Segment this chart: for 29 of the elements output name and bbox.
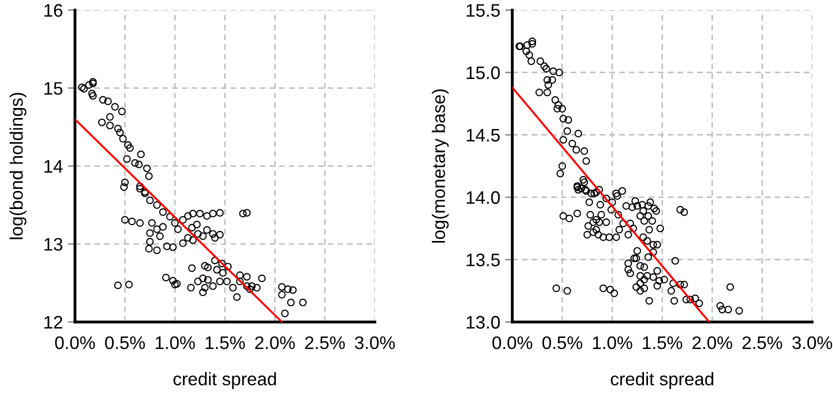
y-tick-label: 14.5 [466, 128, 500, 142]
x-tick-label: 2.0% [255, 336, 295, 350]
y-tick-label: 13 [44, 238, 62, 251]
x-tick-label: 2.0% [692, 336, 732, 350]
x-tick-label: 1.0% [593, 336, 632, 350]
x-tick-label: 0.0% [492, 336, 532, 350]
x-tick-label: 0.0% [55, 336, 95, 350]
x-tick-label: 2.5% [305, 336, 345, 350]
x-tick-label: 3.0% [354, 336, 395, 350]
x-tick-label: 1.5% [206, 336, 245, 350]
y-tick-label: 14 [44, 160, 63, 173]
x-axis-title: credit spread [173, 372, 276, 389]
y-tick-label: 14.0 [466, 191, 500, 204]
x-tick-label: 1.0% [156, 336, 195, 350]
y-tick-label: 13.0 [466, 316, 500, 329]
x-tick-label: 1.5% [643, 336, 682, 350]
y-tick-label: 15.0 [466, 66, 500, 80]
x-tick-label: 2.5% [742, 336, 782, 350]
y-tick-label: 16 [44, 4, 62, 17]
y-tick-label: 12 [44, 316, 62, 329]
x-tick-label: 0.5% [105, 336, 145, 350]
y-tick-label: 15.5 [466, 4, 500, 17]
y-axis-title: log(bond holdings) [10, 92, 26, 240]
y-axis-title: log(monetary base) [432, 89, 449, 243]
x-tick-label: 3.0% [792, 336, 832, 350]
x-axis-title: credit spread [610, 372, 714, 389]
y-tick-label: 15 [44, 82, 62, 95]
y-tick-label: 13.5 [466, 254, 500, 266]
x-tick-label: 0.5% [542, 336, 582, 350]
